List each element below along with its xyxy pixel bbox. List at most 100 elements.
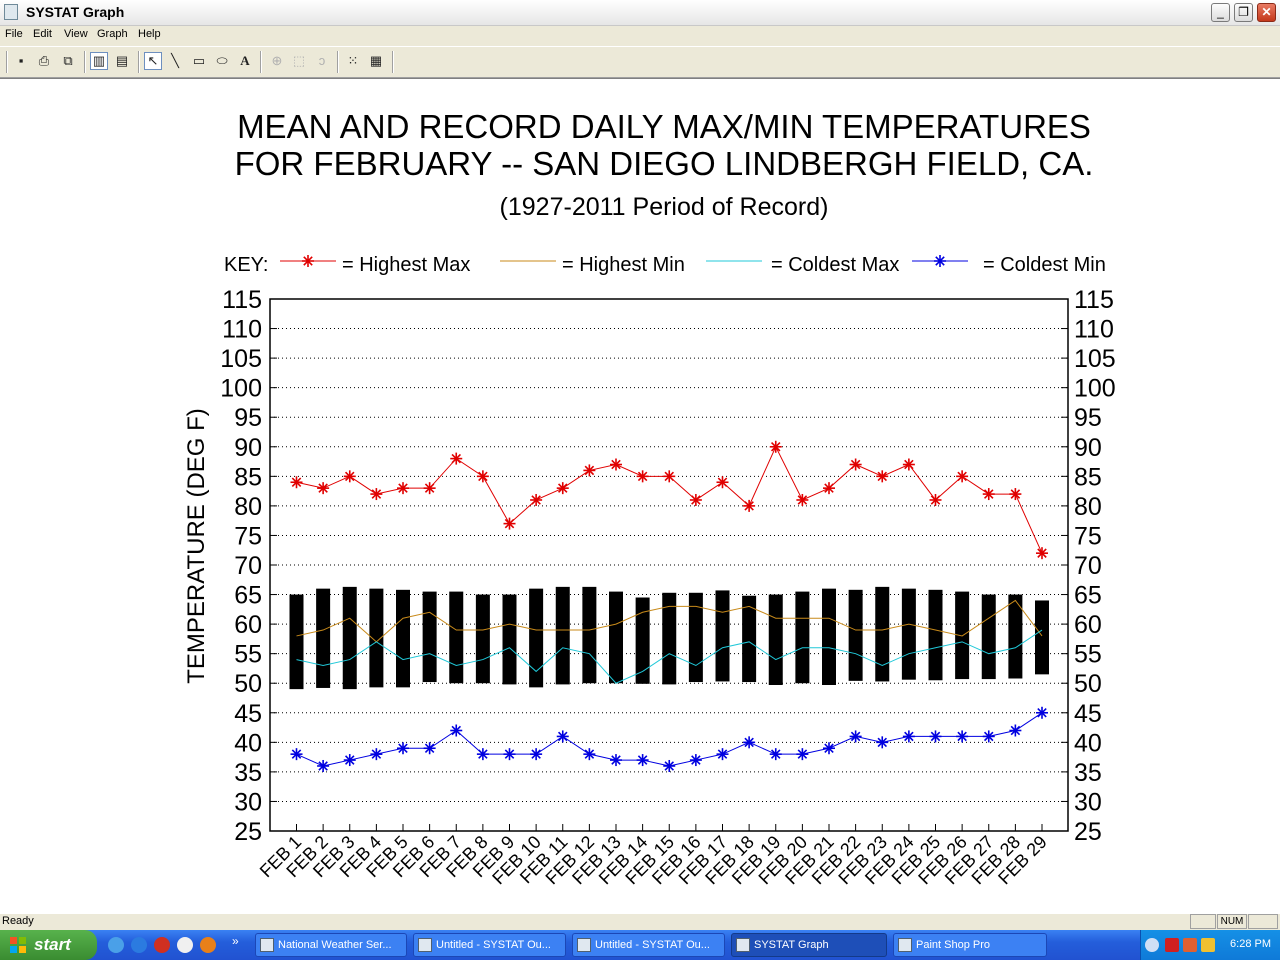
acrobat-tray-icon[interactable] (1165, 938, 1179, 952)
y-tick-label-right: 40 (1074, 729, 1102, 757)
y-tick-label-left: 55 (234, 641, 262, 669)
y-tick-label-right: 115 (1074, 286, 1114, 314)
data-point-star (769, 440, 782, 453)
data-point-star (397, 742, 409, 755)
table-icon[interactable]: ▦ (369, 53, 383, 68)
data-point-star (823, 482, 835, 495)
star-marker-stroke (1010, 489, 1021, 499)
star-marker-stroke (451, 453, 462, 464)
data-point-star (716, 476, 729, 489)
copy-icon[interactable]: ⧉ (63, 53, 73, 68)
media-player-icon[interactable] (177, 937, 193, 953)
y-tick-label-left: 70 (234, 552, 262, 580)
data-point-star (796, 748, 809, 761)
quicklaunch-overflow[interactable]: » (232, 934, 239, 948)
y-tick-label-left: 90 (234, 434, 262, 462)
task-systat-graph[interactable]: SYSTAT Graph (731, 933, 887, 957)
y-tick-label-right: 90 (1074, 434, 1102, 462)
data-point-star (450, 452, 463, 465)
system-tray: 6:28 PM (1140, 930, 1280, 960)
internet-explorer-icon[interactable] (131, 937, 147, 953)
star-marker-stroke (797, 495, 808, 505)
series-line-highest-min (296, 599, 1043, 643)
menu-edit[interactable]: Edit (33, 28, 52, 40)
data-point-star (610, 754, 622, 767)
menu-help[interactable]: Help (138, 28, 161, 40)
mean-range-bar (316, 588, 331, 688)
ellipse-tool-icon[interactable]: ⬭ (216, 53, 228, 68)
restore-button[interactable]: ❐ (1234, 3, 1253, 22)
chart-title-line2: FOR FEBRUARY -- SAN DIEGO LINDBERGH FIEL… (235, 145, 1094, 182)
legend-label: = Highest Max (342, 254, 470, 276)
star-marker-stroke (691, 495, 701, 505)
menu-file[interactable]: File (5, 28, 23, 40)
y-tick-label-left: 35 (234, 759, 262, 787)
y-tick-label-right: 55 (1074, 641, 1102, 669)
task-systat-output-2[interactable]: Untitled - SYSTAT Ou... (572, 933, 725, 957)
y-tick-label-right: 70 (1074, 552, 1102, 580)
star-marker-stroke (904, 731, 914, 742)
tray-expand-icon[interactable] (1145, 938, 1159, 952)
data-point-star (769, 748, 782, 761)
tray-app-icon[interactable] (1183, 938, 1197, 952)
close-button[interactable]: ✕ (1257, 3, 1276, 22)
star-marker-stroke (744, 501, 754, 511)
y-tick-label-left: 60 (234, 611, 262, 639)
y-tick-label-right: 35 (1074, 759, 1102, 787)
y-tick-label-left: 105 (220, 345, 262, 373)
data-point-star (343, 470, 356, 483)
security-alert-icon[interactable] (1201, 938, 1215, 952)
graph-data-icon[interactable]: ▤ (115, 53, 129, 68)
mean-range-bar (901, 588, 916, 680)
minimize-button[interactable]: _ (1211, 3, 1230, 22)
mean-range-bar (609, 591, 623, 684)
star-marker-stroke (770, 749, 781, 759)
systat-icon (577, 938, 591, 952)
y-tick-label-right: 100 (1074, 375, 1116, 403)
text-tool-icon[interactable]: A (240, 53, 250, 68)
star-marker-stroke (1037, 548, 1047, 558)
y-tick-label-left: 115 (222, 286, 262, 314)
data-point-star (876, 736, 889, 749)
star-marker-stroke (424, 483, 435, 493)
line-tool-icon[interactable]: ╲ (171, 53, 179, 68)
crosshair-icon[interactable]: ⊕ (271, 53, 283, 68)
data-point-star (503, 748, 516, 761)
select-rect-icon[interactable]: ⬚ (292, 53, 306, 68)
series-lines (290, 440, 1048, 772)
mean-range-bar (1008, 594, 1023, 679)
data-point-star (423, 482, 436, 495)
start-label: start (34, 935, 71, 954)
star-marker-stroke (504, 518, 515, 529)
lasso-icon[interactable]: ↄ (318, 53, 326, 68)
scatter-matrix-icon[interactable]: ⁙ (347, 53, 359, 68)
data-point-star (956, 730, 969, 743)
data-point-star (317, 759, 330, 772)
toolbar: ▪ ⎙ ⧉ ▥ ▤ ↖ ╲ ▭ ⬭ A ⊕ ⬚ ↄ ⁙ ▦ (0, 47, 1280, 78)
y-tick-label-right: 60 (1074, 611, 1102, 639)
series-line-coldest-max (296, 629, 1043, 684)
data-point-star (796, 493, 809, 506)
mean-range-bar (715, 590, 730, 682)
save-icon[interactable]: ▪ (18, 53, 24, 68)
rectangle-tool-icon[interactable]: ▭ (192, 53, 206, 68)
systat-app-icon (4, 4, 18, 20)
bar-chart-icon[interactable]: ▥ (90, 52, 108, 70)
show-desktop-icon[interactable] (108, 937, 124, 953)
y-tick-label-right: 85 (1074, 463, 1102, 491)
star-marker-stroke (504, 749, 515, 759)
print-icon[interactable]: ⎙ (38, 53, 50, 68)
data-point-star (290, 748, 303, 761)
start-button[interactable]: start (0, 930, 97, 960)
menu-view[interactable]: View (64, 28, 88, 40)
pointer-icon[interactable]: ↖ (144, 52, 162, 70)
mean-range-bar (768, 594, 783, 685)
firefox-icon[interactable] (200, 937, 216, 953)
task-paint-shop-pro[interactable]: Paint Shop Pro (893, 933, 1047, 957)
acrobat-icon[interactable] (154, 937, 170, 953)
data-point-star (423, 742, 436, 755)
data-point-star (1009, 488, 1022, 501)
task-systat-output-1[interactable]: Untitled - SYSTAT Ou... (413, 933, 566, 957)
task-national-weather-service[interactable]: National Weather Ser... (255, 933, 407, 957)
menu-graph[interactable]: Graph (97, 28, 128, 40)
